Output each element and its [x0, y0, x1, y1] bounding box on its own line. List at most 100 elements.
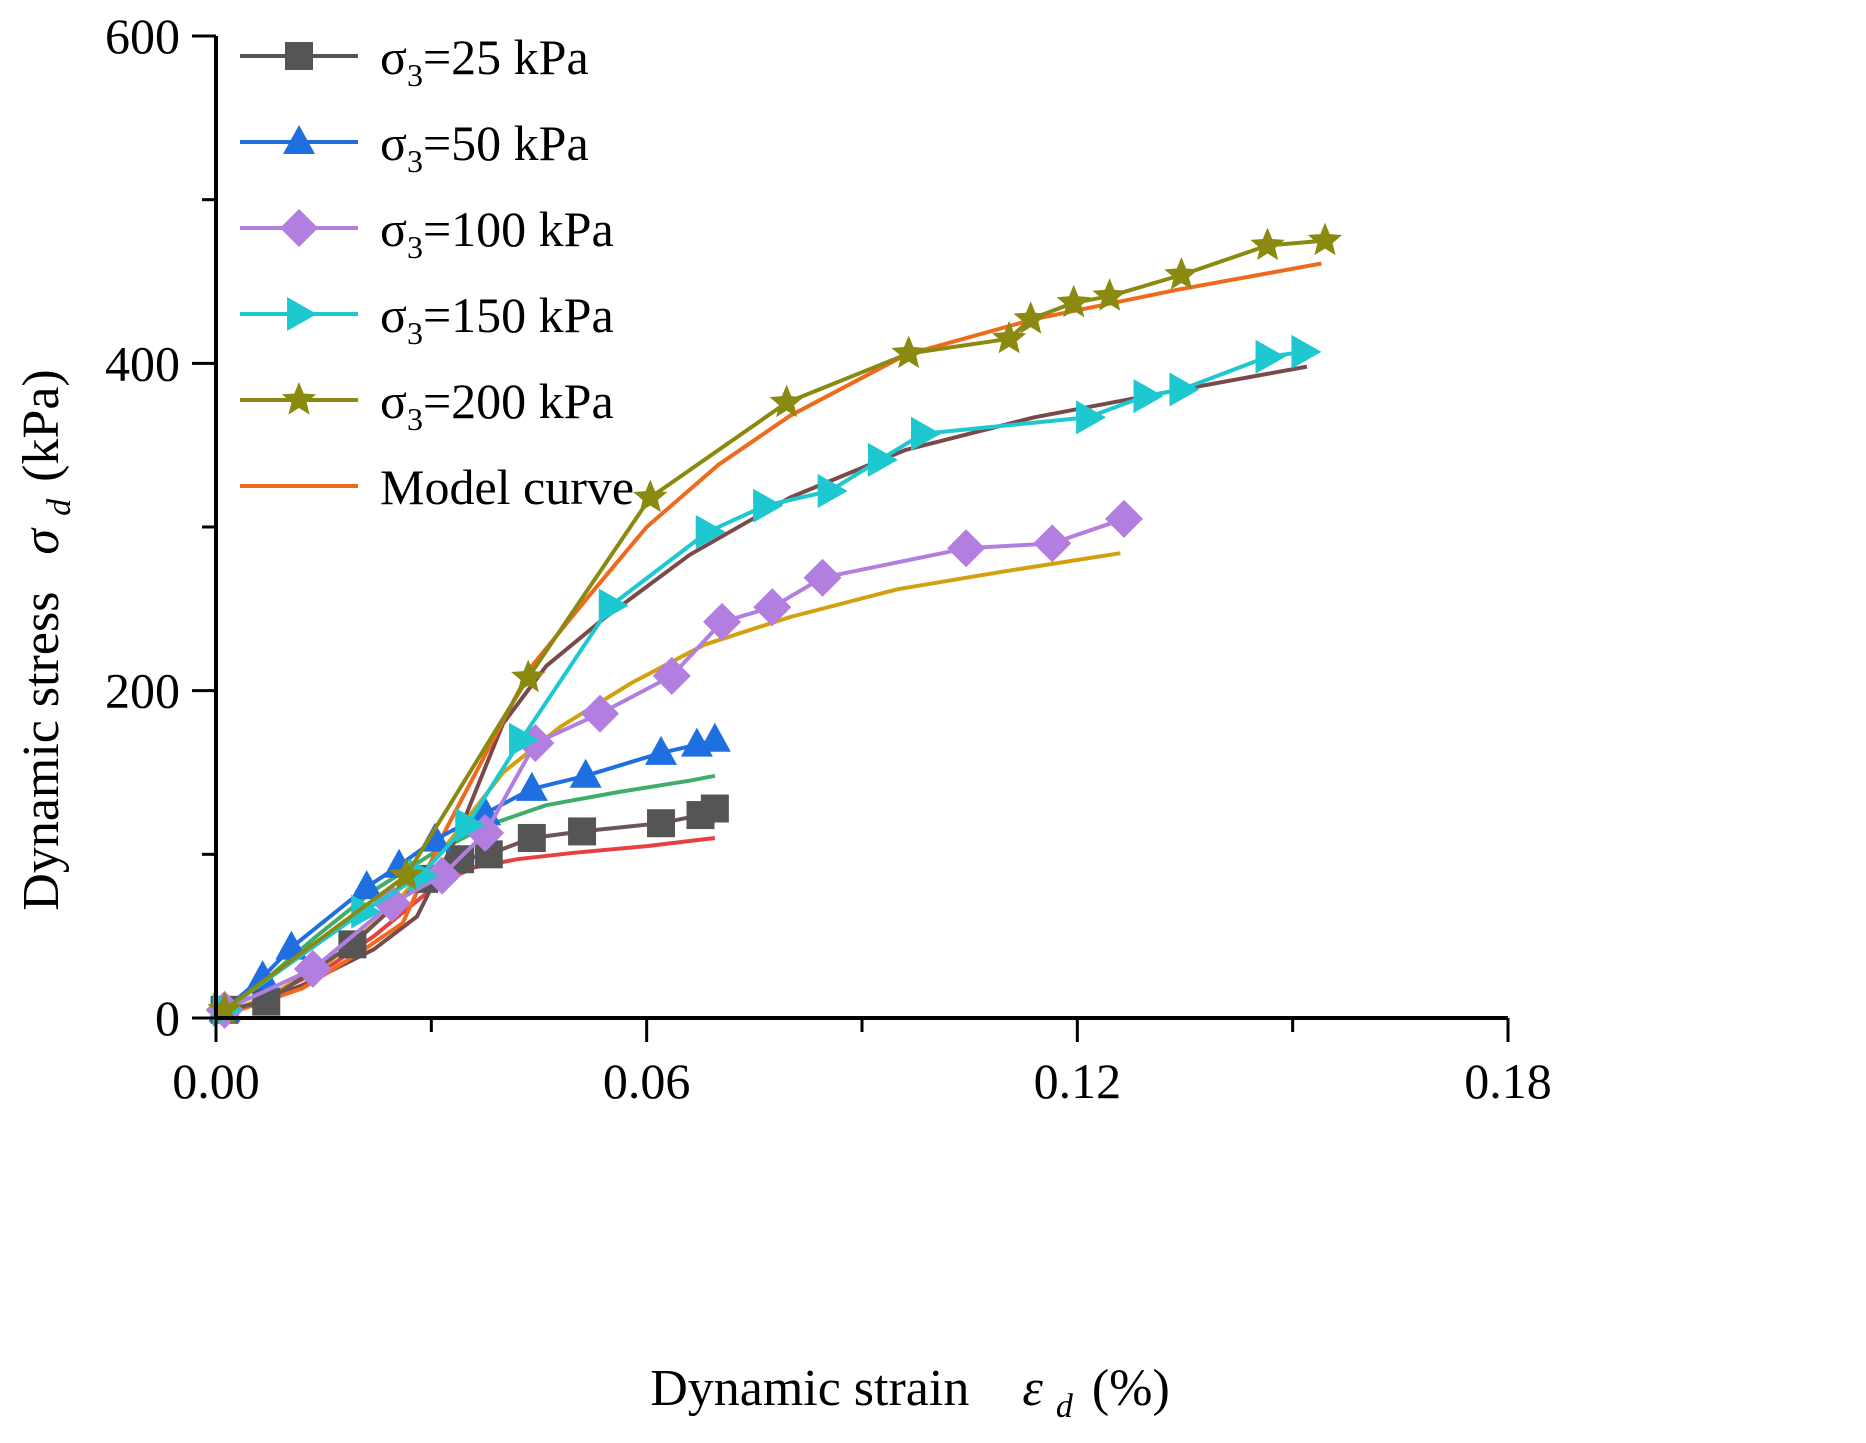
- data-point-triangle-right: [867, 442, 898, 477]
- data-point-triangle-right: [1169, 372, 1200, 407]
- data-point-triangle-right: [753, 488, 784, 523]
- data-point-star: [1092, 278, 1127, 311]
- legend-label-main: σ: [380, 201, 407, 257]
- data-point-star: [1164, 257, 1199, 290]
- x-tick-label: 0.18: [1464, 1053, 1552, 1109]
- y-axis-symbol: σ: [13, 527, 70, 555]
- data-point-square: [568, 817, 597, 846]
- data-point-diamond: [293, 949, 332, 988]
- legend-label-sub: 3: [407, 143, 423, 179]
- y-tick-label: 200: [105, 663, 180, 719]
- legend-item-5: Model curve: [240, 459, 634, 515]
- data-point-diamond: [1033, 524, 1072, 563]
- data-point-triangle: [283, 125, 315, 154]
- y-axis-label: Dynamic stress: [13, 592, 70, 911]
- data-point-triangle-right: [1291, 334, 1322, 369]
- legend-label-rest: =100 kPa: [423, 201, 614, 257]
- x-axis-label: Dynamic strain: [650, 1360, 969, 1417]
- legend-label: σ3=50 kPa: [380, 115, 589, 179]
- x-axis-unit: (%): [1092, 1360, 1170, 1417]
- data-point-triangle-right: [455, 807, 486, 842]
- data-point-diamond: [803, 558, 842, 597]
- legend-label: Model curve: [380, 459, 634, 515]
- series-line: [223, 349, 1304, 1012]
- legend-item-4: σ3=200 kPa: [240, 373, 614, 437]
- series-layer: [205, 222, 1343, 1029]
- data-point-square: [285, 42, 313, 70]
- data-point-square: [647, 809, 676, 838]
- data-point-triangle-right: [695, 514, 726, 549]
- x-axis-symbol: ε: [1022, 1360, 1043, 1417]
- legend-label: σ3=25 kPa: [380, 29, 589, 93]
- data-point-square: [517, 823, 546, 852]
- series-3: [212, 334, 1322, 1027]
- legend-label: σ3=200 kPa: [380, 373, 614, 437]
- legend-label-main: σ: [380, 373, 407, 429]
- legend-item-3: σ3=150 kPa: [240, 287, 614, 351]
- data-point-triangle: [350, 870, 383, 900]
- data-point-triangle: [246, 960, 279, 990]
- data-point-star: [769, 384, 804, 418]
- x-tick-label: 0.06: [603, 1053, 691, 1109]
- data-point-triangle: [569, 758, 602, 788]
- legend-label-rest: =25 kPa: [423, 29, 589, 85]
- data-point-diamond: [703, 602, 742, 641]
- legend-label-rest: =50 kPa: [423, 115, 589, 171]
- data-point-diamond: [1104, 499, 1143, 538]
- data-point-star: [1056, 284, 1091, 318]
- legend-item-2: σ3=100 kPa: [240, 201, 614, 265]
- data-point-diamond: [947, 529, 986, 568]
- model-curve-line-8: [215, 364, 1308, 1020]
- legend-label-main: σ: [380, 115, 407, 171]
- data-point-triangle-right: [817, 473, 848, 508]
- data-point-star: [633, 479, 668, 513]
- legend-label-sub: 3: [407, 401, 423, 437]
- data-point-diamond: [581, 694, 620, 733]
- x-tick-label: 0.00: [172, 1053, 260, 1109]
- data-point-star: [281, 382, 317, 415]
- data-point-star: [389, 857, 424, 891]
- data-point-star: [1250, 227, 1285, 261]
- legend-label-main: σ: [380, 287, 407, 343]
- data-point-triangle-right: [1133, 379, 1164, 414]
- data-point-star: [1307, 222, 1343, 256]
- y-axis-symbol-sub: d: [41, 498, 78, 516]
- legend-label-rest: =150 kPa: [423, 287, 614, 343]
- data-point-triangle-right: [351, 894, 382, 929]
- legend-label-main: σ: [380, 29, 407, 85]
- data-point-diamond: [280, 209, 318, 247]
- data-point-triangle-right: [1255, 339, 1286, 374]
- data-point-triangle: [698, 722, 731, 752]
- legend-label-sub: 3: [407, 57, 423, 93]
- legend-label: σ3=100 kPa: [380, 201, 614, 265]
- data-point-triangle-right: [408, 858, 439, 893]
- y-tick-label: 600: [105, 8, 180, 64]
- data-point-diamond: [753, 588, 792, 627]
- legend-label-main: Model curve: [380, 459, 634, 515]
- y-tick-label: 0: [155, 990, 180, 1046]
- y-axis-title: Dynamic stress σ d (kPa): [13, 369, 82, 910]
- data-point-star: [1013, 301, 1048, 334]
- x-axis-title: Dynamic strain ε d (%): [650, 1360, 1170, 1429]
- data-point-triangle-right: [1076, 400, 1107, 435]
- axes: 0.00 0.06 0.12 0.18 0 200 400 600: [105, 8, 1552, 1109]
- legend-item-0: σ3=25 kPa: [240, 29, 589, 93]
- data-point-square: [700, 794, 729, 823]
- y-axis-unit: (kPa): [13, 369, 70, 482]
- x-tick-label: 0.12: [1034, 1053, 1122, 1109]
- data-point-triangle: [645, 735, 678, 765]
- data-point-star: [511, 659, 546, 693]
- model-curve-line-9: [215, 261, 1322, 1020]
- series-line: [224, 806, 716, 1012]
- data-point-diamond: [423, 856, 462, 895]
- data-point-triangle-right: [509, 722, 540, 757]
- data-point-triangle-right: [287, 297, 317, 331]
- data-point-diamond: [652, 656, 691, 695]
- legend-label-rest: =200 kPa: [423, 373, 614, 429]
- legend-label-sub: 3: [407, 315, 423, 351]
- legend-item-1: σ3=50 kPa: [240, 115, 589, 179]
- data-point-triangle: [515, 771, 548, 801]
- legend-label: σ3=150 kPa: [380, 287, 614, 351]
